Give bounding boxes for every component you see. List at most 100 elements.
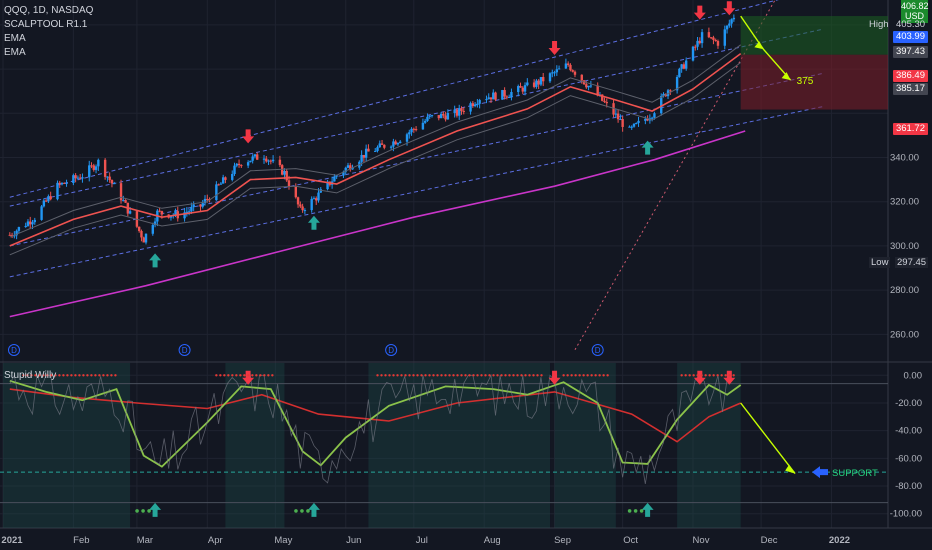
candle-body-34 <box>113 183 116 185</box>
time-label-0: 2021 <box>1 535 23 546</box>
osc-tick-1: -20.00 <box>895 398 922 409</box>
support-arrow-icon <box>812 466 828 479</box>
time-label-5: Jun <box>346 535 361 546</box>
indicator-ema-1[interactable]: EMA <box>4 33 26 44</box>
price-tag-last: 403.99 <box>892 31 928 43</box>
high-label: High <box>869 19 889 30</box>
candle-body-160 <box>517 86 520 92</box>
candle-body-182 <box>585 84 588 88</box>
price-axis: 260.00 280.00 300.00 320.00 340.00 <box>890 153 919 341</box>
trend-line-2 <box>9 106 823 278</box>
indicator-ema-2[interactable]: EMA <box>4 47 26 58</box>
candle-body-187 <box>601 94 604 101</box>
candle-body-69 <box>224 177 227 180</box>
candle-body-179 <box>573 71 577 75</box>
candle-body-155 <box>501 90 504 100</box>
candle-body-106 <box>344 167 347 172</box>
osc-dot-2-0 <box>627 509 632 513</box>
osc-signal-up-1 <box>307 502 320 517</box>
osc-tick-5: -100.00 <box>890 509 922 520</box>
signal-up-arrow-0 <box>149 253 162 268</box>
candle-body-198 <box>635 123 638 125</box>
candle-body-126 <box>408 132 411 135</box>
candle-body-93 <box>301 206 304 211</box>
signal-up-arrow-2 <box>641 140 654 155</box>
candle-body-90 <box>294 186 297 198</box>
candle-body-55 <box>183 212 186 219</box>
low-value: 297.45 <box>895 257 929 268</box>
candle-body-205 <box>660 96 663 114</box>
candle-body-175 <box>564 63 568 69</box>
candle-body-30 <box>103 159 107 177</box>
signal-down-arrow-2 <box>693 5 706 20</box>
candle-body-58 <box>190 207 193 212</box>
osc-dot-0-2 <box>147 509 151 513</box>
candle-body-134 <box>430 115 434 117</box>
candle-body-224 <box>716 41 720 46</box>
osc-signal-up-0 <box>149 502 162 517</box>
candle-body-18 <box>63 182 66 184</box>
candle-body-183 <box>587 86 590 88</box>
candle-body-91 <box>296 197 300 205</box>
candle-body-119 <box>383 144 386 148</box>
currency-badge[interactable]: 406.82 USD <box>901 0 929 23</box>
candle-body-80 <box>262 158 266 160</box>
top-value: 406.82 <box>901 1 929 11</box>
candle-body-128 <box>412 128 416 130</box>
candle-body-209 <box>669 90 672 92</box>
time-label-9: Oct <box>623 535 638 546</box>
osc-raw <box>9 373 732 484</box>
candle-body-109 <box>351 167 354 170</box>
candle-body-151 <box>487 97 490 100</box>
candle-body-20 <box>72 175 75 183</box>
osc-dot-2-1 <box>633 509 638 513</box>
candle-body-133 <box>428 115 431 117</box>
candle-body-229 <box>732 17 736 20</box>
indicator-scalptool[interactable]: SCALPTOOL R1.1 <box>4 19 88 30</box>
time-label-11: Dec <box>761 535 778 546</box>
candle-body-137 <box>442 113 445 116</box>
candle-body-62 <box>203 198 207 204</box>
candle-body-193 <box>619 119 622 121</box>
candle-body-42 <box>140 230 143 238</box>
oscillator-legend[interactable]: Stupid Willy <box>4 370 57 381</box>
candle-body-36 <box>122 200 125 202</box>
candle-body-27 <box>92 165 95 170</box>
candle-body-148 <box>476 103 479 105</box>
osc-zone-0 <box>3 363 131 528</box>
osc-signal-down-0 <box>242 370 255 385</box>
candle-body-75 <box>246 162 250 166</box>
candle-body-124 <box>399 141 402 143</box>
candle-body-203 <box>650 117 654 119</box>
candle-body-17 <box>60 182 64 185</box>
candle-body-11 <box>42 200 46 207</box>
candle-body-94 <box>303 210 307 212</box>
candle-body-188 <box>603 100 606 102</box>
osc-projection-line <box>740 402 796 475</box>
ema-band-upper <box>9 44 741 238</box>
candle-body-49 <box>160 211 164 215</box>
candle-body-226 <box>725 25 729 30</box>
risk-box <box>740 54 888 110</box>
candle-body-123 <box>396 142 400 145</box>
time-axis: 2021 Feb Mar Apr May Jun Jul Aug Sep Oct Nov Dec 202… <box>1 535 850 546</box>
osc-signal-up-2 <box>641 502 654 517</box>
candle-body-59 <box>192 204 195 208</box>
symbol-title[interactable]: QQQ, 1D, NASDAQ <box>4 5 94 16</box>
candle-body-190 <box>612 103 615 115</box>
osc-fast-line <box>9 379 742 468</box>
candle-body-1 <box>10 234 14 236</box>
candle-body-19 <box>65 182 68 184</box>
price-tag-target: 361.72 <box>892 123 928 135</box>
price-tick-2: 300.00 <box>890 241 919 252</box>
candle-body-213 <box>682 64 686 69</box>
candle-body-24 <box>81 177 84 179</box>
candle-body-166 <box>535 80 538 87</box>
candle-body-214 <box>684 60 688 69</box>
candle-body-23 <box>78 177 82 179</box>
candle-body-5 <box>24 225 27 228</box>
time-label-3: Apr <box>208 535 223 546</box>
candle-body-46 <box>153 221 157 226</box>
candle-body-43 <box>142 237 145 243</box>
